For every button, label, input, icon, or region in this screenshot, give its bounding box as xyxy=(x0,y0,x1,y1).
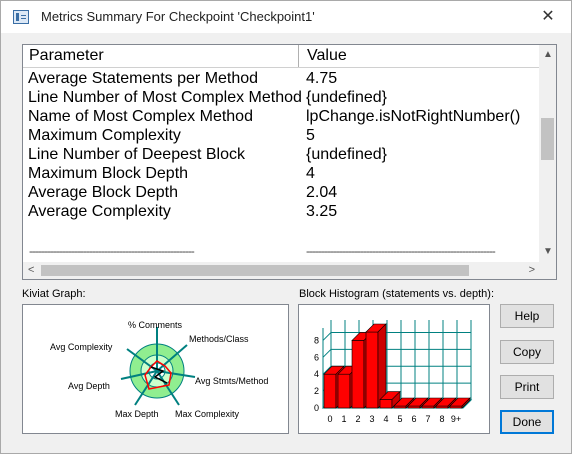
histogram-bars xyxy=(323,323,471,409)
separator-left: ----------------------------------------… xyxy=(29,244,195,258)
value-cell: {undefined} xyxy=(306,89,387,106)
metrics-grid[interactable]: Parameter Value Average Statements per M… xyxy=(22,44,557,280)
grid-rows: Average Statements per Method 4.75 Line N… xyxy=(23,70,539,222)
vertical-scroll-thumb[interactable] xyxy=(541,118,554,160)
value-cell: 5 xyxy=(306,127,315,144)
table-row[interactable]: Average Block Depth 2.04 xyxy=(23,184,539,203)
parameter-cell: Maximum Block Depth xyxy=(28,165,189,182)
parameter-cell: Average Statements per Method xyxy=(28,70,259,87)
histogram-x-ticks: 0 1 2 3 4 5 6 7 8 9+ xyxy=(327,414,461,424)
parameter-cell: Maximum Complexity xyxy=(28,127,181,144)
histogram-bar xyxy=(351,340,365,409)
histogram-bar xyxy=(379,399,393,409)
table-row[interactable]: Line Number of Most Complex Method {undef… xyxy=(23,89,539,108)
histogram-x-tick-label: 7 xyxy=(425,414,430,424)
histogram-x-tick-label: 5 xyxy=(397,414,402,424)
histogram-bar xyxy=(337,373,351,409)
kiviat-graph-label: Kiviat Graph: xyxy=(22,288,86,300)
histogram-y-tick-label: 4 xyxy=(314,369,319,379)
separator-row[interactable]: ----------------------------------------… xyxy=(23,244,539,260)
column-divider[interactable] xyxy=(298,45,299,67)
histogram-y-tick-label: 2 xyxy=(314,386,319,396)
histogram-x-tick-label: 6 xyxy=(411,414,416,424)
parameter-cell: Average Block Depth xyxy=(28,184,179,201)
block-histogram-label: Block Histogram (statements vs. depth): xyxy=(299,288,495,300)
value-cell: 4 xyxy=(306,165,315,182)
table-row[interactable]: Maximum Block Depth 4 xyxy=(23,165,539,184)
title-bar[interactable]: Metrics Summary For Checkpoint 'Checkpoi… xyxy=(1,1,571,33)
print-button[interactable]: Print xyxy=(500,375,554,399)
parameter-cell: Average Complexity xyxy=(28,203,171,220)
value-cell: {undefined} xyxy=(306,146,387,163)
separator-right: ----------------------------------------… xyxy=(306,244,496,258)
scroll-right-icon[interactable]: > xyxy=(528,264,535,276)
value-cell: 4.75 xyxy=(306,70,338,87)
kiviat-svg: % Comments Methods/Class Avg Stmts/Metho… xyxy=(50,320,268,419)
histogram-x-tick-label: 0 xyxy=(327,414,332,424)
histogram-bar xyxy=(365,331,379,409)
table-row[interactable]: Average Statements per Method 4.75 xyxy=(23,70,539,89)
column-header-value[interactable]: Value xyxy=(307,47,347,64)
kiviat-axis-label: % Comments xyxy=(128,320,183,330)
horizontal-scrollbar[interactable]: < > xyxy=(23,262,539,279)
histogram-gridline xyxy=(322,365,332,375)
scroll-down-icon[interactable]: ▼ xyxy=(543,246,553,257)
histogram-gridline xyxy=(462,399,472,409)
kiviat-value-polygon xyxy=(144,360,172,390)
window-title: Metrics Summary For Checkpoint 'Checkpoi… xyxy=(41,9,315,24)
value-cell: lpChange.isNotRightNumber() xyxy=(306,108,521,125)
histogram-x-tick-label: 2 xyxy=(355,414,360,424)
scroll-left-icon[interactable]: < xyxy=(28,264,35,276)
help-button[interactable]: Help xyxy=(500,304,554,328)
table-row[interactable]: Name of Most Complex Method lpChange.isNo… xyxy=(23,108,539,127)
histogram-gridline xyxy=(322,348,332,358)
kiviat-graph: % Comments Methods/Class Avg Stmts/Metho… xyxy=(22,304,289,434)
histogram-x-tick-label: 3 xyxy=(369,414,374,424)
copy-button[interactable]: Copy xyxy=(500,340,554,364)
kiviat-axis-label: Methods/Class xyxy=(189,334,249,344)
column-header-parameter[interactable]: Parameter xyxy=(29,47,104,64)
histogram-x-tick-label: 4 xyxy=(383,414,388,424)
histogram-bar xyxy=(323,373,337,409)
table-row[interactable]: Line Number of Deepest Block {undefined} xyxy=(23,146,539,165)
kiviat-spokes xyxy=(120,327,196,406)
kiviat-axis-label: Avg Depth xyxy=(68,381,110,391)
scrollbar-corner xyxy=(539,262,556,279)
histogram-y-tick-label: 6 xyxy=(314,352,319,362)
done-button[interactable]: Done xyxy=(500,410,554,434)
scroll-up-icon[interactable]: ▲ xyxy=(543,49,553,60)
histogram-y-tick-label: 8 xyxy=(314,335,319,345)
histogram-y-ticks: 0 2 4 6 8 xyxy=(314,335,319,413)
kiviat-axis-label: Max Complexity xyxy=(175,409,240,419)
parameter-cell: Name of Most Complex Method xyxy=(28,108,253,125)
histogram-gridline xyxy=(322,332,332,341)
table-row[interactable]: Maximum Complexity 5 xyxy=(23,127,539,146)
horizontal-scroll-thumb[interactable] xyxy=(41,265,469,276)
table-row[interactable]: Average Complexity 3.25 xyxy=(23,203,539,222)
histogram-bar-side xyxy=(461,397,471,409)
close-button[interactable]: ✕ xyxy=(541,8,555,25)
histogram-x-tick-label: 8 xyxy=(439,414,444,424)
kiviat-value-trace xyxy=(150,366,168,384)
parameter-cell: Line Number of Deepest Block xyxy=(28,146,245,163)
histogram-x-tick-label: 1 xyxy=(341,414,346,424)
kiviat-axis-label: Avg Complexity xyxy=(50,342,113,352)
grid-header: Parameter Value xyxy=(23,45,539,68)
app-icon xyxy=(13,10,29,24)
value-cell: 2.04 xyxy=(306,184,338,201)
kiviat-axis-label: Avg Stmts/Method xyxy=(195,376,268,386)
kiviat-axis-label: Max Depth xyxy=(115,409,159,419)
histogram-x-tick-label: 9+ xyxy=(451,414,461,424)
vertical-scrollbar[interactable]: ▲ ▼ xyxy=(539,45,556,262)
histogram-y-tick-label: 0 xyxy=(314,403,319,413)
value-cell: 3.25 xyxy=(306,203,338,220)
parameter-cell: Line Number of Most Complex Method xyxy=(28,89,302,106)
